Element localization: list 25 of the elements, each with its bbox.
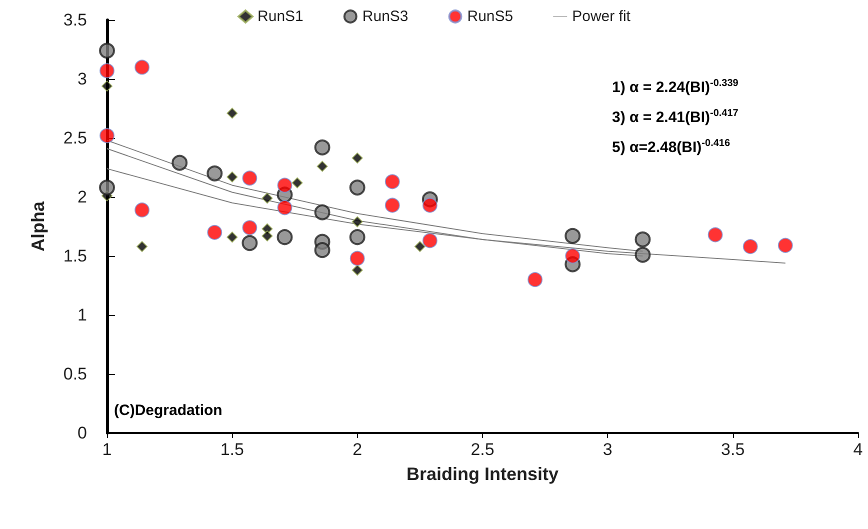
x-tick-label: 1.5	[220, 440, 244, 459]
y-tick-label: 1	[78, 306, 87, 324]
legend-label: RunS1	[258, 8, 304, 25]
x-tick-label: 4	[853, 440, 863, 459]
y-tick-label: 1.5	[63, 246, 87, 266]
annotation: 1) α = 2.24(BI)$^{-0.339}$	[612, 78, 738, 96]
x-tick-label: 1	[102, 440, 112, 459]
x-tick-label: 3	[602, 440, 612, 459]
annotation: 3) α = 2.41(BI)$^{-0.417}$	[612, 108, 738, 126]
x-axis-title: Braiding Intensity	[406, 464, 559, 484]
y-tick-label: 0.5	[63, 364, 87, 384]
annotation: (C)Degradation	[114, 402, 222, 419]
y-tick-label: 3	[78, 70, 87, 88]
legend-label: RunS5	[467, 8, 514, 25]
x-tick-label: 2	[352, 440, 362, 459]
y-axis-title: Alpha	[28, 200, 48, 252]
y-tick-label: 2	[78, 188, 87, 206]
y-tick-label: 3.5	[63, 10, 87, 30]
y-tick-label: 0	[78, 424, 87, 442]
y-tick-label: 2.5	[63, 128, 87, 148]
x-tick-label: 2.5	[470, 440, 494, 459]
x-tick-label: 3.5	[721, 440, 745, 459]
legend-label: RunS3	[362, 8, 408, 25]
legend-label: Power fit	[572, 8, 632, 25]
annotation: 5) α=2.48(BI)$^{-0.416}$	[612, 138, 730, 156]
